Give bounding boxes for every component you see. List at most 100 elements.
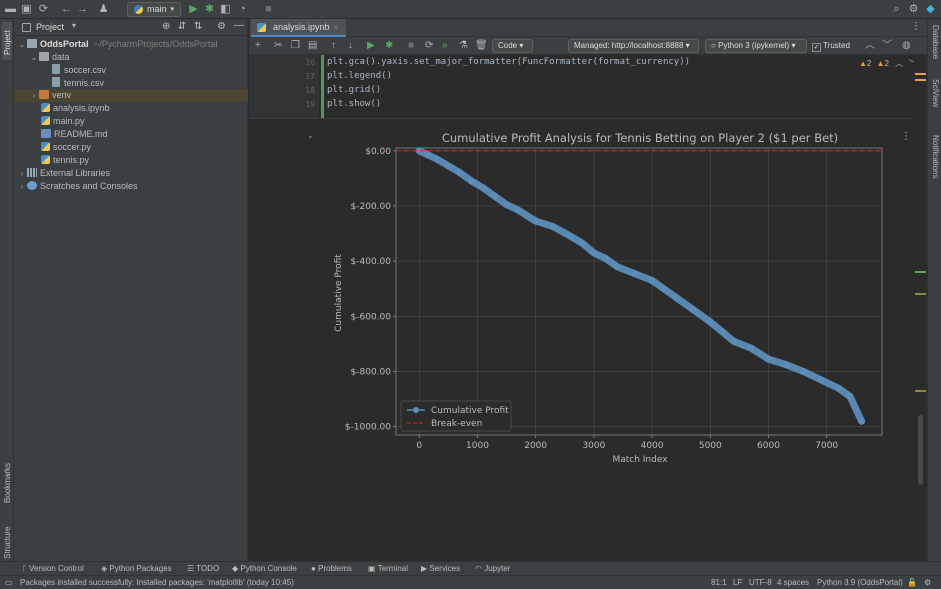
tree-item-readme[interactable]: README.md xyxy=(14,128,248,141)
debug-cell-icon[interactable]: ✱ xyxy=(385,40,394,51)
problems-tab[interactable]: ● Problems xyxy=(311,563,352,575)
python-packages-tab[interactable]: ◈ Python Packages xyxy=(101,563,172,575)
tree-item-external-libraries[interactable]: › External Libraries xyxy=(14,167,248,180)
debug-icon[interactable]: ✱ xyxy=(204,3,215,15)
clear-output-icon[interactable]: ⚗ xyxy=(459,40,468,51)
tree-item-soccer-csv[interactable]: soccer.csv xyxy=(14,64,248,77)
memory-icon[interactable]: ⚙ xyxy=(924,578,932,587)
user-icon[interactable]: ♟ xyxy=(98,3,109,15)
locate-icon[interactable]: ⊕ xyxy=(162,21,171,32)
project-view-icon xyxy=(22,23,31,32)
more-icon[interactable]: ⋮ xyxy=(911,21,921,32)
services-tab[interactable]: ▶ Services xyxy=(421,563,460,575)
cut-icon[interactable]: ✂ xyxy=(274,40,283,51)
bottom-tool-bar: ᚴ Version Control ◈ Python Packages ☰ TO… xyxy=(0,561,941,575)
close-icon[interactable]: × xyxy=(333,22,339,32)
code-line[interactable]: plt.legend() xyxy=(327,71,393,81)
file-encoding[interactable]: UTF-8 xyxy=(749,578,772,587)
tree-item-main-py[interactable]: main.py xyxy=(14,115,248,128)
tree-item-venv[interactable]: › venv xyxy=(14,89,248,102)
markdown-file-icon xyxy=(41,129,51,138)
chevron-down-icon[interactable]: ﹀ xyxy=(882,40,892,51)
project-tool-tab[interactable]: Project xyxy=(3,30,12,55)
jupyter-tab[interactable]: ◠ Jupyter xyxy=(475,563,510,575)
tree-item-root[interactable]: ⌄ OddsPortal ~/PycharmProjects/OddsPortal xyxy=(14,38,248,51)
jetbrains-icon[interactable]: ◆ xyxy=(926,3,935,15)
notifications-tool-tab[interactable]: Notifications xyxy=(931,135,940,179)
version-control-tab[interactable]: ᚴ Version Control xyxy=(22,563,84,575)
project-panel-title[interactable]: Project xyxy=(36,22,65,32)
settings-icon[interactable]: ⚙ xyxy=(908,3,919,15)
restart-icon[interactable]: ⟳ xyxy=(425,40,434,51)
todo-tab[interactable]: ☰ TODO xyxy=(187,563,219,575)
expand-all-icon[interactable]: ⇵ xyxy=(178,21,187,32)
trusted-toggle[interactable]: ✓ Trusted xyxy=(812,40,850,52)
caret-position[interactable]: 81:1 xyxy=(711,578,727,587)
sciview-tool-tab[interactable]: SciView xyxy=(931,79,940,108)
status-message[interactable]: Packages installed successfully: Install… xyxy=(20,578,294,587)
y-tick-label: $0.00 xyxy=(365,147,391,157)
structure-tool-tab[interactable]: Structure xyxy=(3,526,12,559)
back-icon[interactable]: ← xyxy=(61,3,72,15)
data-point xyxy=(747,344,755,352)
run-cell-icon[interactable]: ▶ xyxy=(367,40,375,51)
sync-icon[interactable]: ⟳ xyxy=(38,3,49,15)
status-panel-icon[interactable]: ▭ xyxy=(5,578,13,587)
save-icon[interactable]: ▣ xyxy=(21,3,32,15)
stop-icon[interactable]: ■ xyxy=(265,3,272,15)
profile-icon[interactable]: ◔ xyxy=(239,3,246,15)
chevron-up-icon[interactable]: ︿ xyxy=(865,40,875,51)
python-file-icon xyxy=(41,116,50,125)
kernel-select[interactable]: ○ Python 3 (ipykernel) ▾ xyxy=(705,39,807,53)
code-line[interactable]: plt.show() xyxy=(327,99,382,109)
tree-item-soccer-py[interactable]: soccer.py xyxy=(14,141,248,154)
editor-scrollbar[interactable] xyxy=(914,55,927,561)
tab-analysis-ipynb[interactable]: analysis.ipynb × xyxy=(251,19,347,37)
globe-icon[interactable]: ◍ xyxy=(902,40,911,51)
tab-label: analysis.ipynb xyxy=(273,21,330,32)
copy-icon[interactable]: ❐ xyxy=(291,40,300,51)
collapse-all-icon[interactable]: ⇅ xyxy=(194,21,203,32)
paste-icon[interactable]: ▤ xyxy=(308,40,318,51)
run-config-selector[interactable]: main ▾ xyxy=(127,2,182,17)
data-point xyxy=(602,254,609,262)
move-down-icon[interactable]: ↓ xyxy=(348,40,353,51)
chevron-down-icon[interactable]: ▾ xyxy=(72,21,77,30)
output-menu-icon[interactable]: ⋮ xyxy=(901,131,911,142)
line-separator[interactable]: LF xyxy=(733,578,743,587)
code-line[interactable]: plt.grid() xyxy=(327,85,382,95)
interpreter-selector[interactable]: Python 3.9 (OddsPortal) xyxy=(817,578,903,587)
collapse-output-icon[interactable]: ⌄ xyxy=(307,131,314,140)
terminal-tab[interactable]: ▣ Terminal xyxy=(368,563,408,575)
chevron-up-icon[interactable]: ︿ xyxy=(895,59,904,68)
stop-icon[interactable]: ■ xyxy=(408,40,415,51)
python-console-tab[interactable]: ◆ Python Console xyxy=(232,563,297,575)
lock-icon[interactable]: 🔓 xyxy=(907,578,917,587)
add-cell-icon[interactable]: + xyxy=(255,40,261,51)
hide-panel-icon[interactable]: — xyxy=(234,20,244,31)
tree-item-tennis-py[interactable]: tennis.py xyxy=(14,154,248,167)
delete-icon[interactable]: 🗑 xyxy=(475,40,488,51)
cell-type-select[interactable]: Code ▾ xyxy=(492,39,533,53)
code-line[interactable]: plt.gca().yaxis.set_major_formatter(Func… xyxy=(327,57,691,67)
data-point xyxy=(718,328,726,335)
chevron-down-icon[interactable]: ﹀ xyxy=(908,59,917,68)
bookmarks-tool-tab[interactable]: Bookmarks xyxy=(3,462,12,503)
tree-item-scratches[interactable]: › Scratches and Consoles xyxy=(14,180,248,193)
scrollbar-thumb[interactable] xyxy=(918,415,923,485)
tree-item-data[interactable]: ⌄ data xyxy=(14,51,248,64)
indent-setting[interactable]: 4 spaces xyxy=(777,578,810,587)
coverage-icon[interactable]: ◧ xyxy=(220,3,231,15)
tree-item-analysis-ipynb[interactable]: analysis.ipynb xyxy=(14,102,248,115)
gear-icon[interactable]: ⚙ xyxy=(217,21,226,32)
database-tool-tab[interactable]: Database xyxy=(931,25,940,60)
open-folder-icon[interactable]: ▬ xyxy=(5,3,16,15)
inspection-widget[interactable]: ▲2 ▲2 ︿ ﹀ xyxy=(859,58,916,69)
forward-icon[interactable]: → xyxy=(77,3,88,15)
jupyter-server-select[interactable]: Managed: http://localhost:8888 ▾ xyxy=(568,39,699,53)
run-all-icon[interactable]: » xyxy=(442,40,448,51)
run-icon[interactable]: ▶ xyxy=(189,3,198,15)
search-icon[interactable]: ⌕ xyxy=(893,3,900,15)
tree-item-tennis-csv[interactable]: tennis.csv xyxy=(14,77,248,90)
move-up-icon[interactable]: ↑ xyxy=(331,40,336,51)
